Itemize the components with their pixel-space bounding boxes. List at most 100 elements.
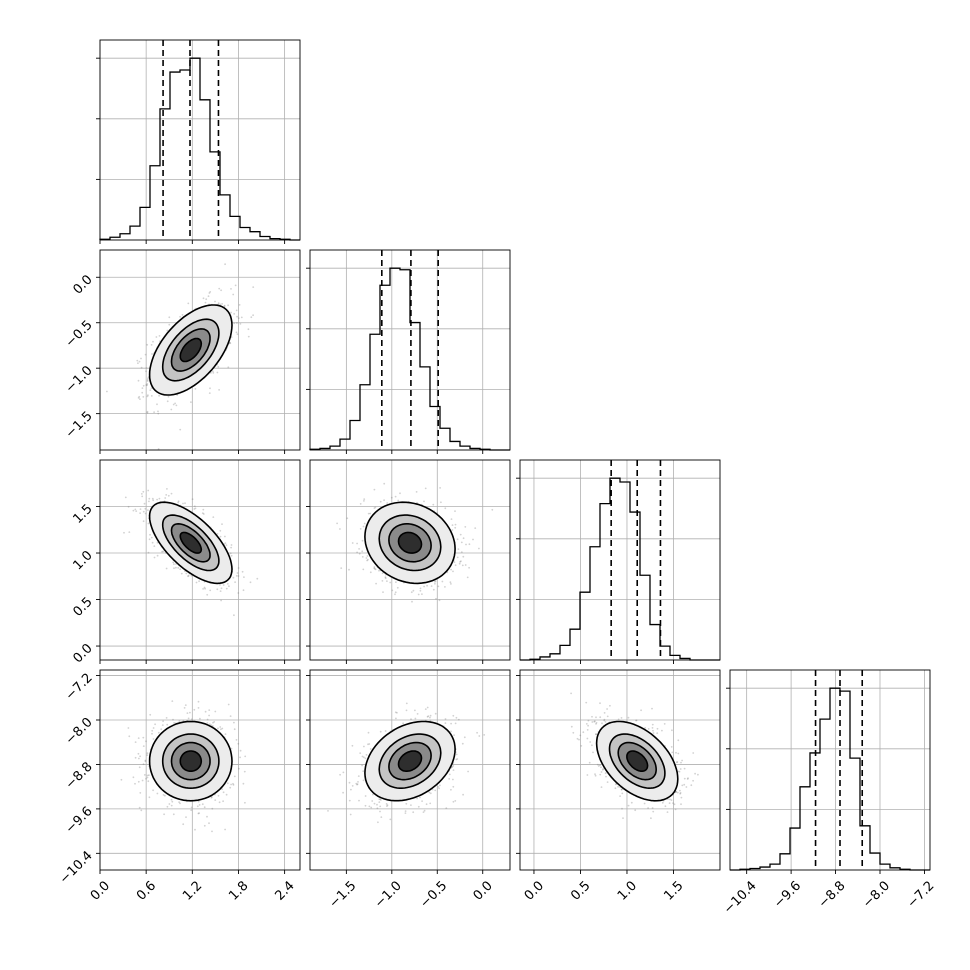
sample-point xyxy=(367,743,369,746)
sample-point xyxy=(451,529,454,531)
sample-point xyxy=(429,802,432,805)
sample-point xyxy=(423,585,425,588)
sample-point xyxy=(379,805,382,808)
sample-point xyxy=(237,742,240,745)
sample-point xyxy=(147,509,149,511)
sample-point xyxy=(177,567,180,569)
sample-point xyxy=(140,493,143,495)
sample-point xyxy=(454,722,457,725)
density-contour xyxy=(161,318,220,382)
sample-point xyxy=(138,395,141,398)
sample-point xyxy=(197,700,200,703)
sample-point xyxy=(370,806,373,809)
sample-point xyxy=(386,502,389,504)
sample-point xyxy=(164,794,166,797)
sample-point xyxy=(419,796,421,799)
sample-point xyxy=(379,810,381,813)
sample-point xyxy=(359,503,362,505)
sample-point xyxy=(172,561,175,564)
sample-point xyxy=(219,529,222,532)
sample-point xyxy=(437,585,440,588)
sample-point xyxy=(373,802,376,805)
sample-point xyxy=(679,792,682,794)
sample-point xyxy=(137,780,140,783)
sample-point xyxy=(170,408,173,411)
sample-point xyxy=(652,729,654,732)
sample-point xyxy=(444,722,447,724)
sample-point xyxy=(139,755,142,758)
sample-point xyxy=(198,804,201,806)
sample-point xyxy=(364,804,367,807)
sample-point xyxy=(197,812,200,815)
sample-point xyxy=(139,398,141,400)
sample-point xyxy=(201,803,204,806)
sample-point xyxy=(152,727,155,729)
sample-point xyxy=(152,340,154,343)
sample-point xyxy=(434,581,436,583)
sample-point xyxy=(229,786,232,789)
sample-point xyxy=(429,716,431,719)
sample-point xyxy=(144,507,147,510)
sample-point xyxy=(391,589,394,592)
sample-point xyxy=(182,719,185,722)
sample-point xyxy=(206,593,209,596)
sample-point xyxy=(375,582,377,585)
sample-point xyxy=(204,301,207,304)
sample-point xyxy=(156,541,159,544)
sample-point xyxy=(230,747,233,750)
histogram-step xyxy=(730,687,930,871)
sample-point xyxy=(243,770,246,773)
sample-point xyxy=(582,731,585,734)
sample-point xyxy=(378,569,380,572)
sample-point xyxy=(212,721,214,724)
sample-point xyxy=(142,490,145,493)
sample-point xyxy=(461,564,464,567)
sample-point xyxy=(478,547,480,550)
sample-point xyxy=(211,830,213,833)
density-contour xyxy=(397,750,423,772)
sample-point xyxy=(221,303,224,305)
sample-point xyxy=(204,710,207,713)
sample-point xyxy=(369,748,372,750)
sample-point xyxy=(468,566,470,569)
sample-point xyxy=(424,708,427,710)
sample-point xyxy=(634,809,637,812)
sample-point xyxy=(614,787,617,790)
sample-point xyxy=(132,509,135,512)
sample-point xyxy=(142,736,145,739)
sample-point xyxy=(142,763,145,766)
sample-point xyxy=(359,752,362,754)
sample-point xyxy=(141,391,144,394)
sample-point xyxy=(216,588,219,591)
scatter-panel-2-3 xyxy=(519,669,721,871)
sample-point xyxy=(361,755,364,758)
sample-point xyxy=(233,728,236,731)
sample-point xyxy=(194,507,197,510)
sample-point xyxy=(454,510,456,512)
sample-point xyxy=(214,799,217,801)
panel-frame xyxy=(519,459,721,661)
sample-point xyxy=(184,704,187,706)
sample-point xyxy=(185,816,187,818)
sample-point xyxy=(146,410,149,413)
histogram-step xyxy=(520,477,720,661)
sample-point xyxy=(377,821,379,824)
sample-point xyxy=(237,567,240,569)
sample-point xyxy=(464,526,467,528)
sample-point xyxy=(161,550,164,553)
sample-point xyxy=(462,793,464,796)
sample-point xyxy=(434,712,437,715)
density-contour xyxy=(378,514,442,572)
sample-point xyxy=(212,725,214,727)
sample-point xyxy=(383,499,385,501)
sample-point xyxy=(160,728,163,731)
sample-point xyxy=(193,708,196,711)
sample-point xyxy=(123,531,125,534)
sample-point xyxy=(224,535,226,538)
sample-point xyxy=(186,712,189,714)
sample-point xyxy=(405,709,408,712)
sample-point xyxy=(166,400,169,403)
sample-point xyxy=(228,585,230,588)
sample-point xyxy=(183,707,186,709)
sample-point xyxy=(412,811,415,814)
